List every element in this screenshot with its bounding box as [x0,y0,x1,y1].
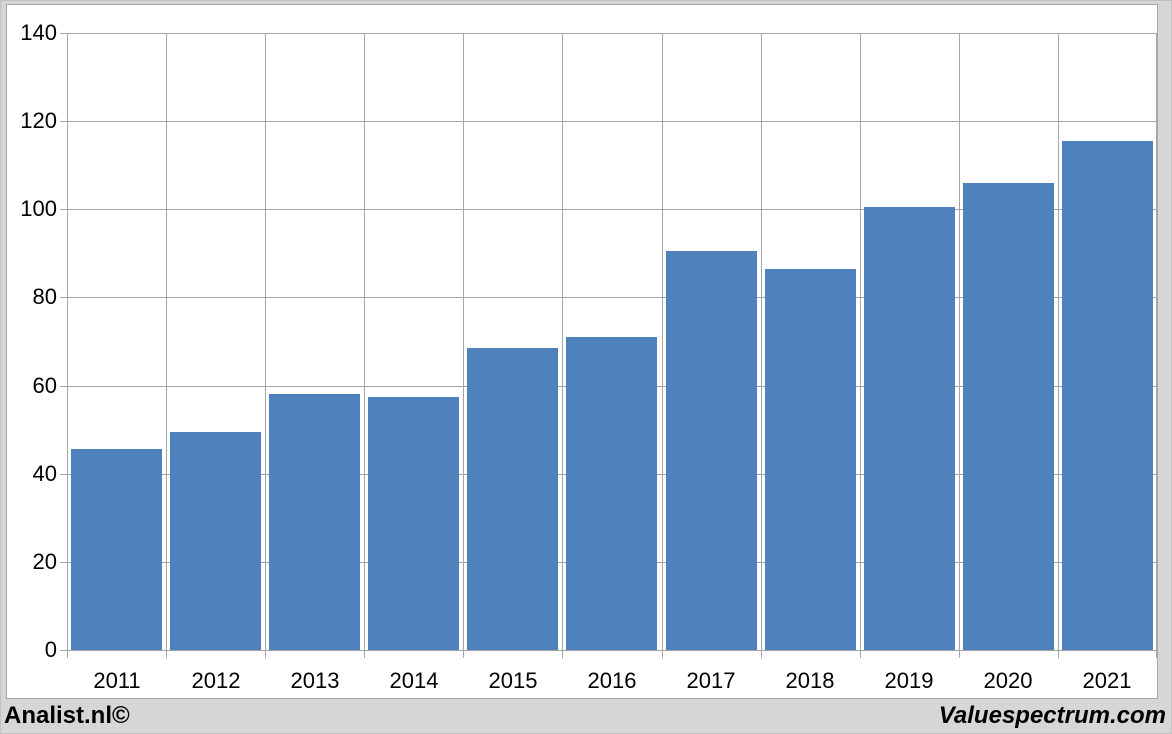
x-axis-tick [364,650,365,658]
analist-brand-label: Analist.nl© [4,702,130,729]
x-axis-tick [166,650,167,658]
y-axis-tick [60,474,67,475]
x-axis-tick [562,650,563,658]
gridline-vertical [364,33,365,650]
bar [963,183,1054,650]
gridline-vertical [463,33,464,650]
bar [368,397,459,650]
gridline-horizontal [67,209,1157,210]
bar [269,394,360,650]
bar [666,251,757,650]
bar [467,348,558,650]
bar [765,269,856,650]
x-tick-label: 2018 [785,668,835,693]
y-tick-label: 120 [20,108,57,133]
gridline-vertical [562,33,563,650]
gridline-vertical [959,33,960,650]
gridline-vertical [1058,33,1059,650]
y-tick-label: 100 [20,196,57,221]
bar [1062,141,1153,650]
x-axis-tick [860,650,861,658]
y-tick-label: 140 [20,20,57,45]
x-axis-tick [761,650,762,658]
x-axis-tick [1156,650,1157,658]
x-tick-label: 2012 [191,668,241,693]
gridline-horizontal [67,121,1157,122]
y-axis-tick [60,33,67,34]
gridline-vertical [662,33,663,650]
y-axis-tick [60,562,67,563]
x-tick-label: 2017 [686,668,736,693]
x-tick-label: 2021 [1082,668,1132,693]
bar [170,432,261,650]
y-tick-label: 20 [32,549,57,574]
gridline-vertical [265,33,266,650]
gridline-vertical [1156,33,1157,650]
valuespectrum-brand-label: Valuespectrum.com [938,702,1166,729]
gridline-horizontal [67,33,1157,34]
bar [864,207,955,650]
bar [71,449,162,650]
x-axis-tick [463,650,464,658]
y-tick-label: 60 [32,373,57,398]
gridline-horizontal [67,650,1157,651]
y-tick-label: 40 [32,461,57,486]
y-axis-tick [60,297,67,298]
plot-area [67,33,1157,651]
gridline-vertical [166,33,167,650]
y-axis-tick [60,121,67,122]
x-tick-label: 2014 [389,668,439,693]
gridline-vertical [67,33,68,650]
x-axis-tick [67,650,68,658]
gridline-vertical [860,33,861,650]
x-tick-label: 2020 [983,668,1033,693]
y-axis-tick [60,209,67,210]
y-tick-label: 0 [44,637,57,662]
x-tick-label: 2019 [884,668,934,693]
x-axis-tick [959,650,960,658]
bar [566,337,657,650]
gridline-horizontal [67,297,1157,298]
y-axis-tick [60,386,67,387]
x-tick-label: 2011 [93,668,141,693]
y-tick-label: 80 [32,284,57,309]
x-tick-label: 2013 [290,668,340,693]
x-tick-label: 2015 [488,668,538,693]
chart-panel: 0 20 40 60 80 100 120 140 2011 2012 2013 2014 2015 2… [6,4,1158,699]
x-axis-tick [1058,650,1059,658]
x-axis-tick [662,650,663,658]
gridline-vertical [761,33,762,650]
x-axis-tick [265,650,266,658]
y-axis-tick [60,650,67,651]
x-tick-label: 2016 [587,668,637,693]
